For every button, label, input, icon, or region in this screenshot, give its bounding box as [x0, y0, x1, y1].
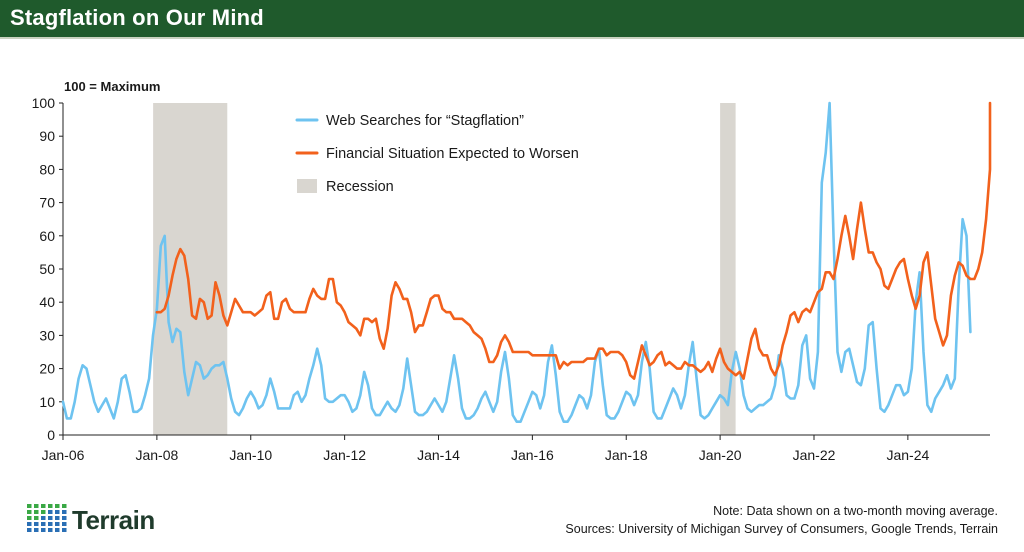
logo-square: [48, 528, 53, 532]
chart-footnote: Note: Data shown on a two-month moving a…: [565, 502, 998, 538]
logo-square: [62, 510, 67, 514]
x-tick-label: Jan-16: [511, 447, 554, 463]
logo-square: [41, 504, 46, 508]
logo-square: [55, 504, 60, 508]
logo-square: [41, 516, 46, 520]
brand-name: Terrain: [72, 505, 155, 535]
logo-square: [55, 528, 60, 532]
y-tick-label: 70: [39, 195, 55, 211]
x-tick-label: Jan-06: [42, 447, 85, 463]
logo-square: [55, 516, 60, 520]
x-tick-label: Jan-18: [605, 447, 648, 463]
y-tick-label: 50: [39, 261, 55, 277]
logo-square: [48, 504, 53, 508]
logo-square: [62, 522, 67, 526]
y-tick-label: 90: [39, 128, 55, 144]
legend-label: Recession: [326, 179, 394, 195]
chart-axes: 0 10 20 30 40 50 60 70 80 90 100 Jan-06 Jan-08 Jan-10…: [32, 95, 990, 463]
logo-square: [62, 528, 67, 532]
x-tick-label: Jan-10: [229, 447, 272, 463]
legend-label: Financial Situation Expected to Worsen: [326, 146, 579, 162]
logo-square: [27, 516, 32, 520]
logo-square: [34, 522, 39, 526]
logo-square: [48, 510, 53, 514]
footnote-note: Note: Data shown on a two-month moving a…: [713, 504, 998, 518]
x-tick-label: Jan-12: [323, 447, 366, 463]
logo-square: [48, 516, 53, 520]
logo-square: [41, 528, 46, 532]
logo-square: [48, 522, 53, 526]
logo-square: [34, 516, 39, 520]
y-tick-label: 80: [39, 161, 55, 177]
x-tick-label: Jan-20: [699, 447, 742, 463]
y-tick-label: 30: [39, 327, 55, 343]
y-tick-label: 60: [39, 228, 55, 244]
logo-square: [34, 504, 39, 508]
logo-square: [27, 522, 32, 526]
footnote-sources: Sources: University of Michigan Survey o…: [565, 522, 998, 536]
terrain-logo-icon: [27, 504, 67, 532]
x-tick-label: Jan-22: [793, 447, 836, 463]
page-title: Stagflation on Our Mind: [10, 5, 264, 30]
series-line-web-searches: [61, 101, 972, 424]
x-tick-label: Jan-14: [417, 447, 460, 463]
logo-square: [27, 510, 32, 514]
logo-square: [27, 528, 32, 532]
logo-square: [55, 510, 60, 514]
recession-band: [720, 103, 736, 435]
logo-square: [27, 504, 32, 508]
legend-label: Web Searches for “Stagflation”: [326, 113, 524, 129]
logo-square: [41, 510, 46, 514]
legend-swatch-box: [297, 179, 317, 193]
y-tick-label: 20: [39, 361, 55, 377]
logo-square: [34, 510, 39, 514]
y-unit-note: 100 = Maximum: [64, 79, 160, 94]
series-line-financial-worsen: [155, 101, 992, 380]
x-tick-label: Jan-24: [886, 447, 929, 463]
header-divider: [0, 37, 1024, 39]
y-tick-label: 10: [39, 394, 55, 410]
chart-legend: Web Searches for “Stagflation” Financial …: [295, 113, 579, 195]
x-tick-label: Jan-08: [135, 447, 178, 463]
logo-square: [62, 504, 67, 508]
y-tick-label: 100: [32, 95, 56, 111]
y-tick-label: 0: [47, 427, 55, 443]
logo-square: [34, 528, 39, 532]
header-bar: Stagflation on Our Mind: [0, 0, 1024, 37]
logo-square: [62, 516, 67, 520]
logo-square: [55, 522, 60, 526]
y-tick-label: 40: [39, 294, 55, 310]
logo-square: [41, 522, 46, 526]
series-lines: [61, 101, 992, 424]
